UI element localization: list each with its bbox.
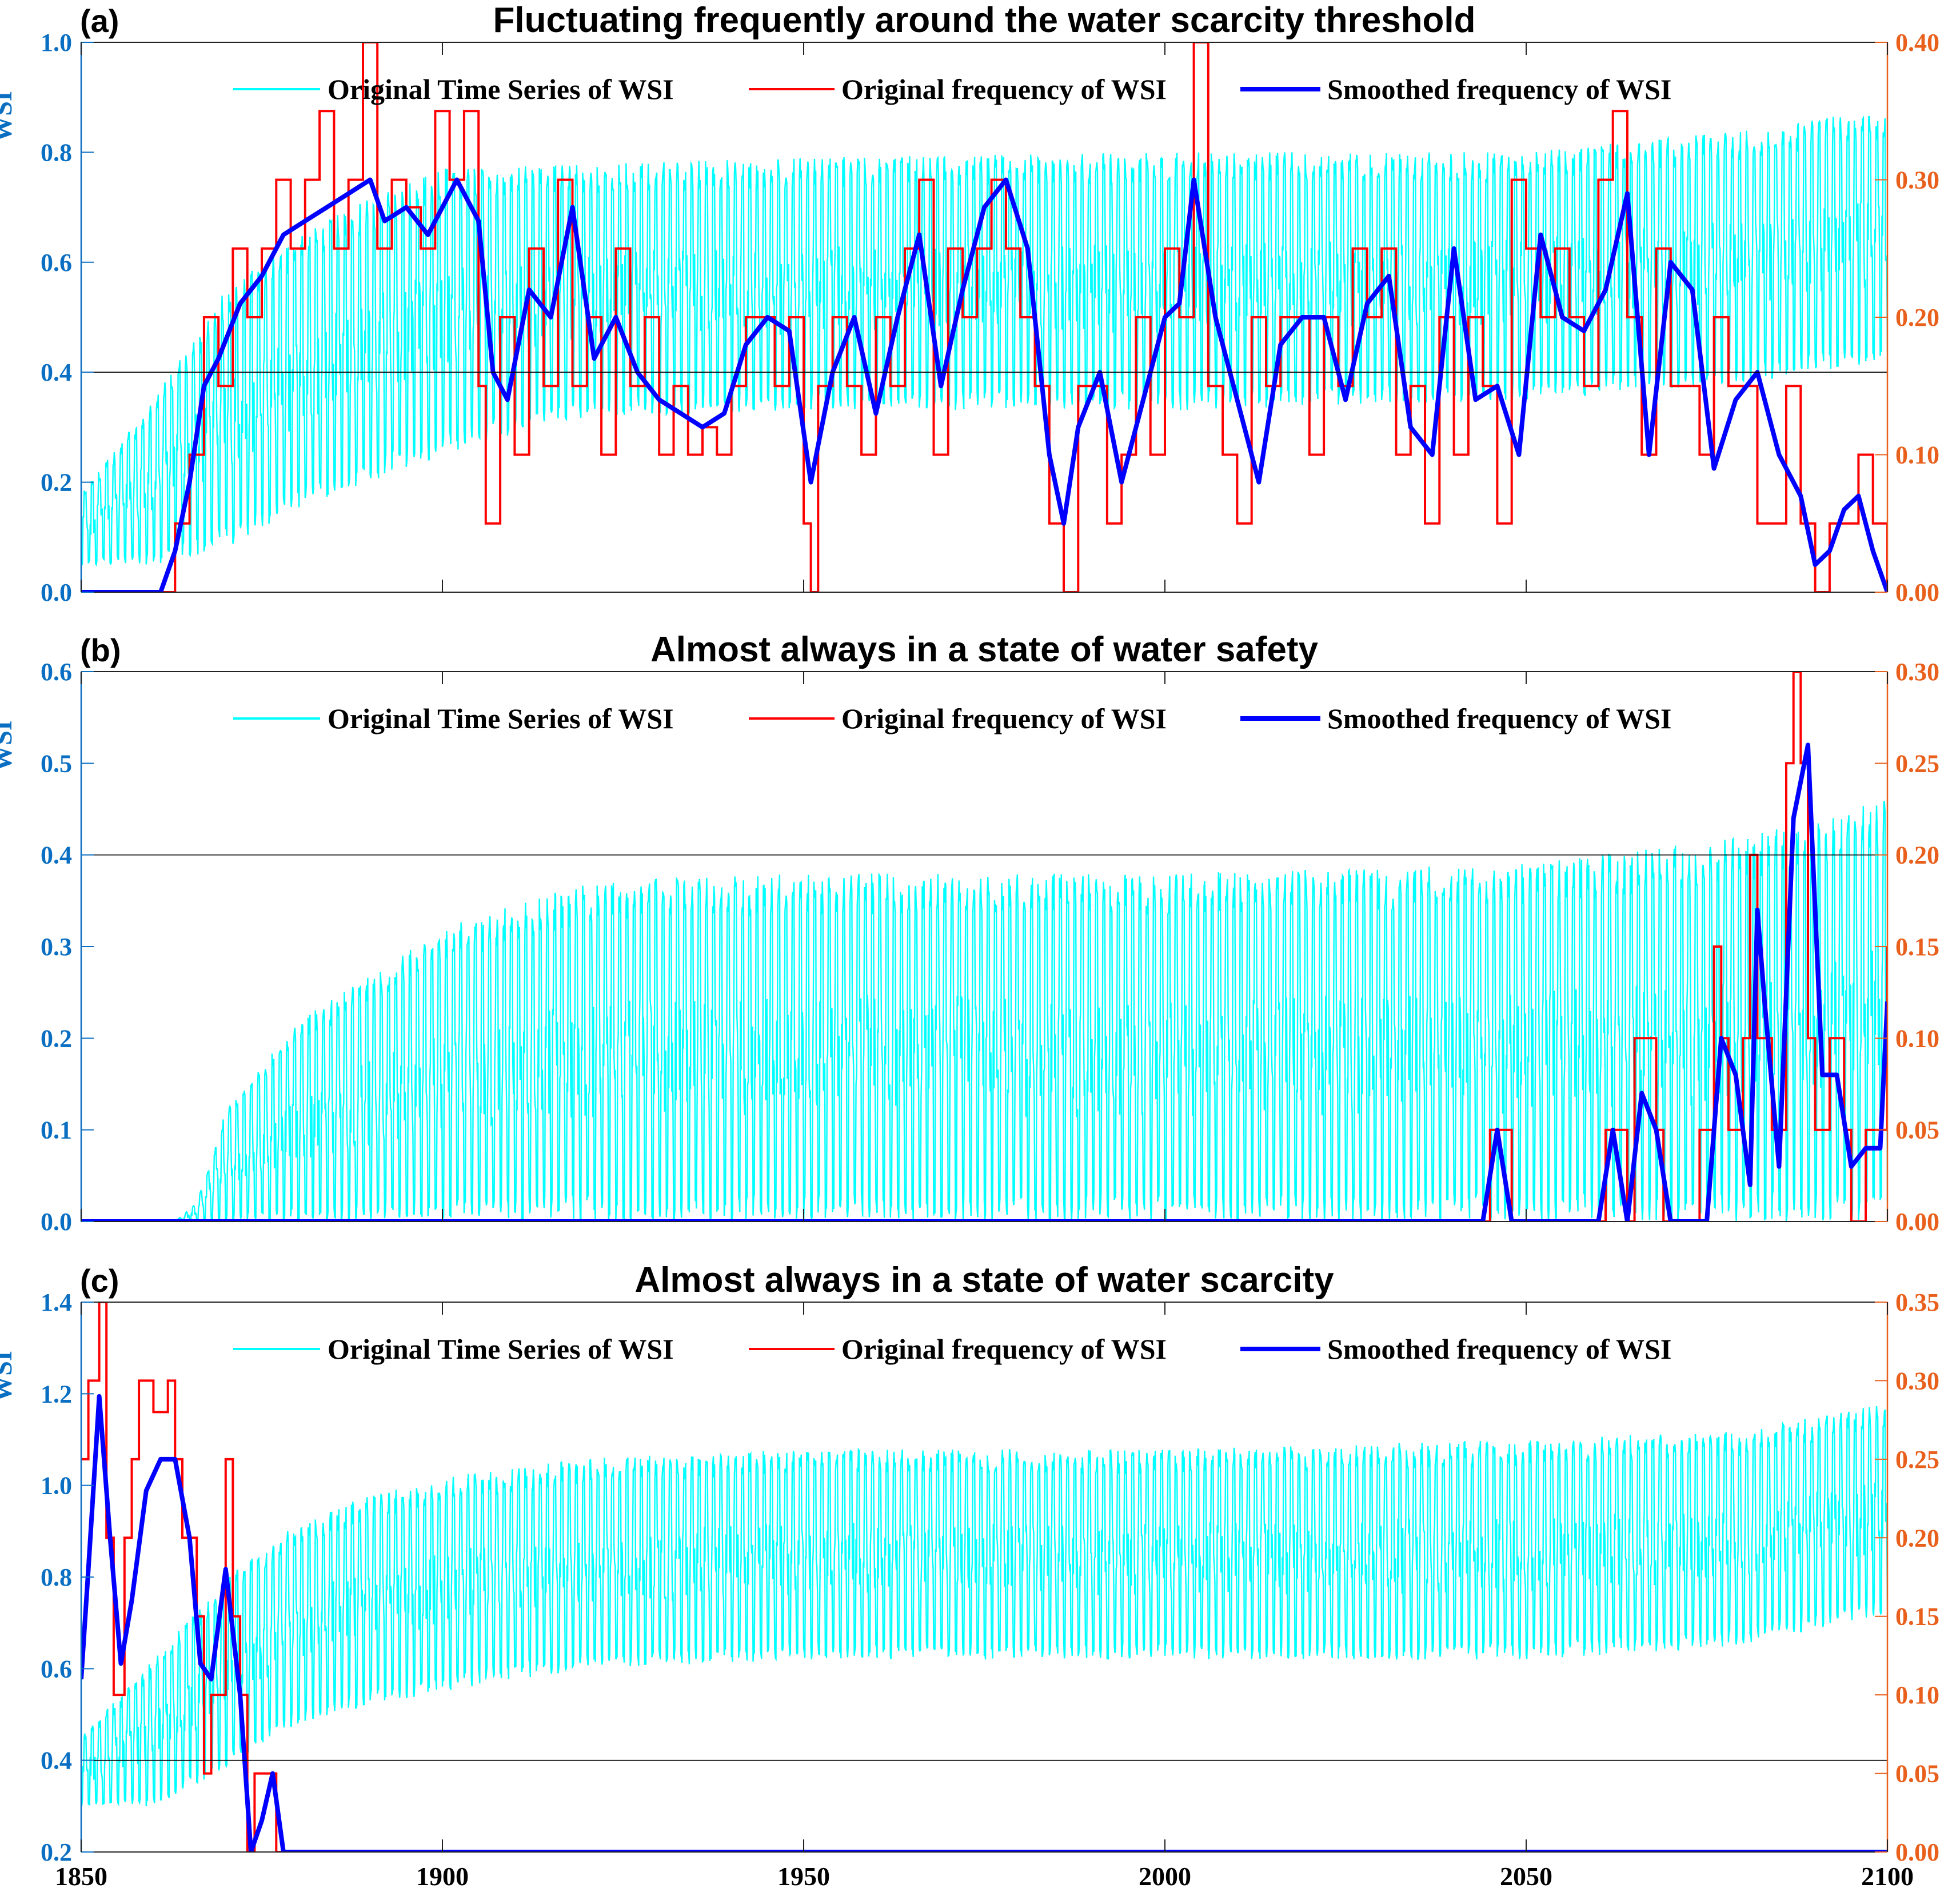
left-tick-label: 0.6	[41, 1655, 72, 1683]
y-axis-label: WSI	[0, 1351, 17, 1402]
left-tick-label: 0.6	[41, 249, 72, 277]
legend-label-wsi: Original Time Series of WSI	[328, 1333, 674, 1365]
chart-panel-b: 0.0 0.1 0.2 0.3 0.4 0.5 0.6 0.00 0.05 0.10 0.15 0.2…	[0, 630, 1939, 1236]
original-frequency-line	[81, 42, 1887, 592]
x-tick-label: 2100	[1861, 1862, 1914, 1891]
legend-label-smoothed-frequency: Smoothed frequency of WSI	[1327, 73, 1671, 105]
left-tick-label: 0.8	[41, 1563, 72, 1591]
x-tick-label: 1900	[416, 1862, 469, 1891]
left-tick-label: 0.2	[41, 1024, 72, 1052]
left-tick-label: 0.3	[41, 933, 72, 961]
wsi-series-line	[81, 1406, 1887, 1807]
panel-letter: (a)	[80, 3, 119, 39]
right-tick-label: 0.15	[1895, 1603, 1939, 1631]
right-tick-label: 0.10	[1895, 1024, 1939, 1052]
x-tick-label: 1950	[777, 1862, 830, 1891]
legend-label-wsi: Original Time Series of WSI	[328, 702, 674, 735]
panel-letter: (c)	[80, 1263, 119, 1299]
panel-title: Almost always in a state of water safety	[650, 630, 1319, 669]
left-tick-label: 0.2	[41, 469, 72, 497]
left-tick-label: 1.2	[41, 1380, 72, 1408]
legend-label-original-frequency: Original frequency of WSI	[841, 702, 1167, 735]
left-tick-label: 0.5	[41, 749, 72, 777]
right-tick-label: 0.25	[1895, 749, 1939, 777]
x-tick-label: 2000	[1139, 1862, 1191, 1891]
right-tick-label: 0.25	[1895, 1446, 1939, 1474]
right-tick-label: 0.20	[1895, 841, 1939, 869]
left-tick-label: 0.4	[41, 1747, 72, 1775]
right-tick-label: 0.00	[1895, 1838, 1939, 1866]
smoothed-frequency-line	[81, 1394, 1887, 1852]
right-tick-label: 0.30	[1895, 166, 1939, 194]
left-tick-label: 1.0	[41, 29, 72, 57]
right-tick-label: 0.00	[1895, 1208, 1939, 1236]
panel-letter: (b)	[80, 632, 121, 668]
left-tick-label: 1.4	[41, 1288, 72, 1316]
left-tick-label: 0.4	[41, 841, 72, 869]
legend-label-wsi: Original Time Series of WSI	[328, 73, 674, 105]
legend-label-smoothed-frequency: Smoothed frequency of WSI	[1327, 1333, 1671, 1365]
chart-panel-a: 0.0 0.2 0.4 0.6 0.8 1.0 0.00 0.10 0.20 0.30 0.40 WS…	[0, 1, 1939, 606]
right-tick-label: 0.30	[1895, 658, 1939, 686]
right-tick-label: 0.00	[1895, 578, 1939, 606]
left-tick-label: 0.0	[41, 1208, 72, 1236]
right-tick-label: 0.15	[1895, 933, 1939, 961]
wsi-series-line	[81, 115, 1887, 567]
right-tick-label: 0.20	[1895, 1524, 1939, 1552]
y-axis-label: WSI	[0, 720, 17, 771]
left-tick-label: 0.0	[41, 578, 72, 606]
right-tick-label: 0.10	[1895, 441, 1939, 469]
right-tick-label: 0.35	[1895, 1288, 1939, 1316]
left-tick-label: 0.4	[41, 358, 72, 386]
panel-title: Fluctuating frequently around the water …	[493, 1, 1475, 40]
left-tick-label: 0.2	[41, 1838, 72, 1866]
legend-label-original-frequency: Original frequency of WSI	[841, 73, 1167, 105]
right-tick-label: 0.05	[1895, 1116, 1939, 1144]
legend-label-original-frequency: Original frequency of WSI	[841, 1333, 1167, 1365]
left-tick-label: 0.6	[41, 658, 72, 686]
left-tick-label: 0.1	[41, 1116, 72, 1144]
left-tick-label: 0.8	[41, 138, 72, 166]
chart-panel-c: 0.2 0.4 0.6 0.8 1.0 1.2 1.4 0.00 0.05 0.10 0.15 0.2…	[0, 1260, 1939, 1866]
right-tick-label: 0.30	[1895, 1367, 1939, 1395]
wsi-series-line	[81, 800, 1887, 1222]
smoothed-frequency-line	[81, 743, 1887, 1222]
right-tick-label: 0.10	[1895, 1681, 1939, 1709]
x-tick-label: 2050	[1500, 1862, 1552, 1891]
y-axis-label: WSI	[0, 91, 17, 142]
right-tick-label: 0.40	[1895, 29, 1939, 57]
panel-title: Almost always in a state of water scarci…	[634, 1260, 1334, 1300]
right-tick-label: 0.20	[1895, 304, 1939, 332]
smoothed-frequency-line	[81, 177, 1887, 592]
left-tick-label: 1.0	[41, 1472, 72, 1500]
right-tick-label: 0.05	[1895, 1760, 1939, 1788]
x-tick-label: 1850	[55, 1862, 107, 1891]
legend-label-smoothed-frequency: Smoothed frequency of WSI	[1327, 702, 1671, 735]
